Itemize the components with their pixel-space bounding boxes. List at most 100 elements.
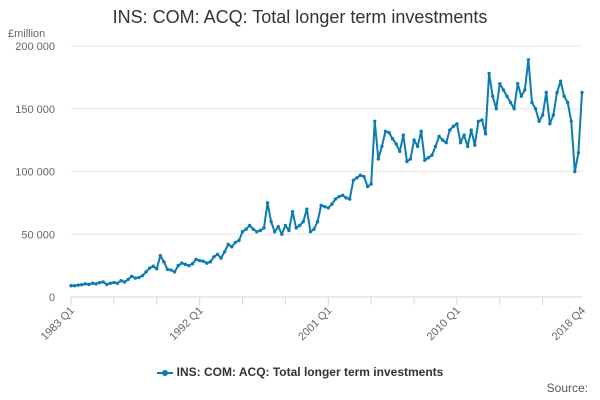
data-point[interactable]	[490, 94, 495, 98]
data-point[interactable]	[315, 220, 320, 224]
data-point[interactable]	[369, 182, 373, 186]
data-point[interactable]	[208, 260, 213, 264]
data-point[interactable]	[194, 257, 198, 262]
data-point[interactable]	[380, 144, 384, 149]
data-point[interactable]	[272, 230, 277, 234]
data-point[interactable]	[362, 174, 366, 179]
data-point[interactable]	[155, 267, 159, 271]
data-point[interactable]	[176, 263, 180, 268]
data-point[interactable]	[373, 119, 377, 124]
data-point[interactable]	[147, 266, 152, 270]
data-point[interactable]	[376, 157, 381, 161]
data-point[interactable]	[469, 128, 473, 132]
data-point[interactable]	[555, 90, 559, 95]
data-point[interactable]	[308, 230, 313, 234]
data-point[interactable]	[165, 267, 170, 272]
data-point[interactable]	[387, 130, 391, 135]
data-point[interactable]	[187, 263, 191, 268]
data-point[interactable]	[573, 169, 577, 174]
data-point[interactable]	[230, 245, 234, 249]
data-point[interactable]	[512, 107, 516, 111]
data-point[interactable]	[180, 261, 184, 265]
data-point[interactable]	[473, 143, 477, 147]
data-point[interactable]	[383, 129, 388, 134]
data-point[interactable]	[501, 88, 506, 92]
data-point[interactable]	[258, 228, 263, 233]
data-point[interactable]	[80, 283, 84, 287]
data-point[interactable]	[108, 281, 113, 285]
data-point[interactable]	[305, 207, 309, 211]
data-point[interactable]	[448, 128, 452, 132]
data-point[interactable]	[415, 144, 420, 149]
data-point[interactable]	[130, 274, 134, 278]
data-point[interactable]	[212, 255, 216, 259]
data-point[interactable]	[476, 119, 481, 124]
data-point[interactable]	[105, 282, 109, 287]
data-point[interactable]	[172, 270, 177, 274]
data-point[interactable]	[190, 262, 195, 266]
data-point[interactable]	[515, 81, 520, 86]
data-point[interactable]	[280, 232, 284, 236]
data-point[interactable]	[122, 280, 127, 284]
data-point[interactable]	[301, 220, 305, 224]
data-point[interactable]	[408, 157, 413, 161]
data-point[interactable]	[237, 238, 241, 243]
data-point[interactable]	[537, 119, 541, 124]
data-point[interactable]	[205, 261, 209, 265]
data-point[interactable]	[576, 150, 581, 155]
data-point[interactable]	[494, 107, 498, 111]
data-point[interactable]	[440, 138, 445, 142]
data-point[interactable]	[240, 230, 245, 234]
data-point[interactable]	[255, 230, 259, 234]
data-point[interactable]	[487, 71, 491, 76]
data-point[interactable]	[215, 252, 220, 257]
data-point[interactable]	[144, 270, 148, 274]
data-point[interactable]	[390, 137, 395, 141]
data-point[interactable]	[551, 113, 556, 117]
data-point[interactable]	[101, 280, 105, 284]
data-point[interactable]	[197, 258, 202, 263]
data-point[interactable]	[137, 275, 141, 280]
data-point[interactable]	[276, 225, 280, 229]
data-point[interactable]	[326, 206, 330, 210]
data-point[interactable]	[505, 94, 509, 98]
data-point[interactable]	[90, 281, 95, 285]
data-point[interactable]	[566, 100, 570, 105]
data-point[interactable]	[140, 273, 145, 278]
data-point[interactable]	[540, 113, 545, 117]
data-point[interactable]	[462, 133, 466, 137]
data-point[interactable]	[244, 227, 248, 231]
data-point[interactable]	[290, 209, 295, 214]
data-point[interactable]	[119, 278, 123, 283]
data-point[interactable]	[262, 226, 266, 230]
data-point[interactable]	[97, 280, 102, 285]
data-point[interactable]	[115, 281, 120, 285]
data-point[interactable]	[298, 223, 302, 228]
data-point[interactable]	[330, 202, 334, 206]
data-point[interactable]	[126, 277, 130, 282]
data-point[interactable]	[455, 122, 459, 126]
data-point[interactable]	[526, 58, 531, 62]
data-point[interactable]	[151, 264, 155, 268]
data-point[interactable]	[112, 280, 116, 285]
data-point[interactable]	[233, 240, 238, 245]
data-point[interactable]	[458, 140, 463, 145]
data-point[interactable]	[351, 178, 355, 182]
data-point[interactable]	[269, 220, 273, 224]
data-point[interactable]	[430, 153, 434, 157]
data-point[interactable]	[87, 282, 91, 287]
data-point[interactable]	[483, 132, 488, 136]
data-point[interactable]	[83, 282, 87, 286]
data-point[interactable]	[533, 107, 538, 111]
data-point[interactable]	[544, 90, 548, 95]
data-point[interactable]	[480, 118, 484, 122]
data-point[interactable]	[247, 223, 252, 228]
data-point[interactable]	[344, 196, 348, 200]
data-point[interactable]	[348, 197, 352, 201]
data-point[interactable]	[358, 173, 363, 177]
data-point[interactable]	[69, 284, 73, 288]
data-point[interactable]	[426, 155, 431, 160]
data-point[interactable]	[162, 260, 166, 264]
legend[interactable]: INS: COM: ACQ: Total longer term investm…	[0, 365, 600, 379]
data-point[interactable]	[423, 158, 427, 162]
